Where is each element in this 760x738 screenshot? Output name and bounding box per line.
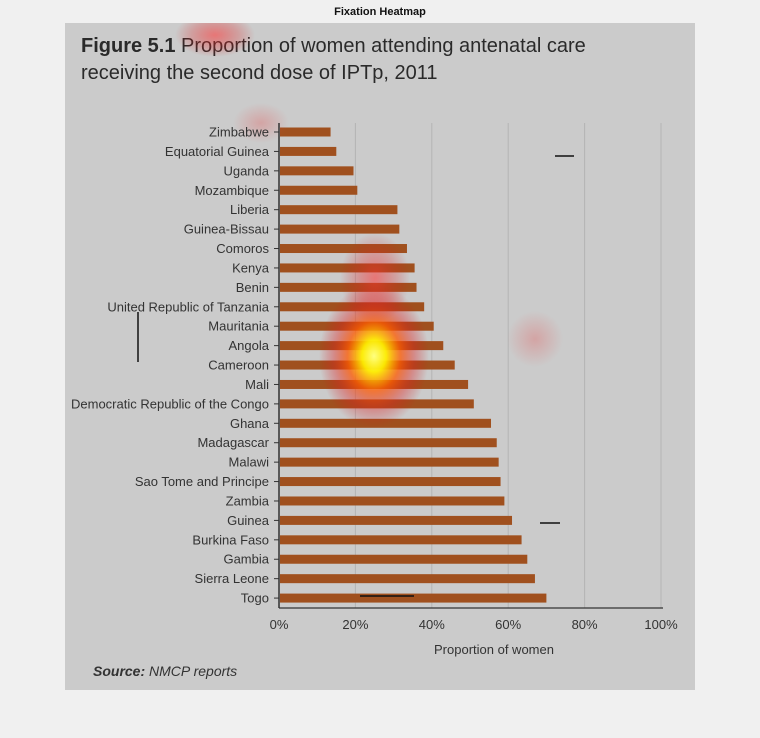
bar [280,244,407,254]
bar-chart: 0% 20% 40% 60% 80% 100% Zimbabwe Equatorial Gui… [71,23,678,657]
category-label: Sierra Leone [195,571,269,586]
figure-title: Figure 5.1 Proportion of women attending… [81,33,681,87]
bar [280,457,499,467]
category-label: Ghana [230,416,270,431]
bar [280,574,535,584]
category-label: Zimbabwe [209,125,269,140]
figure-number: Figure 5.1 [81,35,176,57]
bar [280,477,501,487]
bar [280,205,398,215]
bar [280,515,513,525]
x-axis-title: Proportion of women [434,642,554,657]
heatmap-blob-mid [233,103,289,143]
category-label: Burkina Faso [192,532,269,547]
fixation-heatmap-overlay [175,23,563,428]
category-label: Malawi [229,455,270,470]
category-label: United Republic of Tanzania [107,299,269,314]
bar [280,224,400,234]
bar [280,127,331,137]
heatmap-blob-title [175,23,255,57]
category-label: Guinea [227,513,270,528]
category-label: Mali [245,377,269,392]
x-tick-label: 40% [419,617,445,632]
source-text: NMCP reports [149,663,238,679]
category-label: Democratic Republic of the Congo [71,396,269,411]
category-label: Angola [229,338,270,353]
source-note: Source: NMCP reports [93,663,237,679]
bar [280,593,547,603]
x-tick-label: 0% [270,617,289,632]
category-label: Mauritania [208,319,269,334]
category-label: Guinea-Bissau [184,222,269,237]
gaze-marks [137,155,574,597]
bar [280,185,358,195]
category-label: Togo [241,591,269,606]
category-label: Mozambique [195,183,269,198]
bar [280,166,354,176]
category-label: Kenya [232,260,270,275]
category-label: Cameroon [208,358,269,373]
category-label: Equatorial Guinea [165,144,270,159]
category-label: Uganda [223,163,269,178]
category-label: Comoros [216,241,269,256]
category-label: Zambia [226,493,270,508]
category-label: Liberia [230,202,270,217]
x-tick-label: 60% [495,617,521,632]
bar [280,496,505,506]
x-tick-label: 100% [644,617,678,632]
figure-title-line1: Proportion of women attending antenatal … [181,35,586,57]
source-label: Source: [93,663,146,679]
category-label: Gambia [223,552,269,567]
heatmap-blob-primary [319,284,429,428]
category-label: Sao Tome and Principe [135,474,269,489]
heatmap-blob-upper [340,233,410,323]
heatmap-blob-right [507,311,563,367]
x-tick-label: 20% [342,617,368,632]
figure-panel: Figure 5.1 Proportion of women attending… [65,23,695,690]
figure-title-line2: receiving the second dose of IPTp, 2011 [81,62,438,84]
bar [280,146,337,156]
category-label: Benin [236,280,269,295]
window-title: Fixation Heatmap [334,6,426,18]
x-tick-label: 80% [572,617,598,632]
bar [280,554,528,564]
bar [280,535,522,545]
bar [280,438,497,448]
category-label: Madagascar [197,435,269,450]
label-layer: 0% 20% 40% 60% 80% 100% Zimbabwe Equatorial Gui… [71,123,678,657]
